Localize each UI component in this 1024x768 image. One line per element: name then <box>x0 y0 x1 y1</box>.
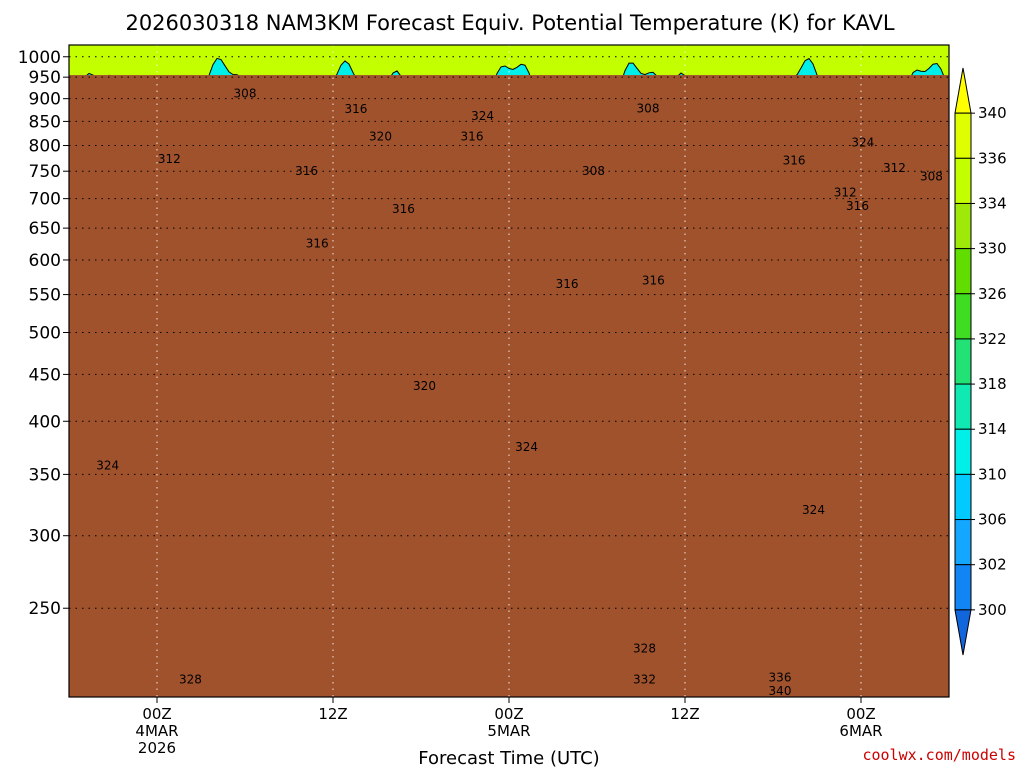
contour-label: 316 <box>556 277 579 291</box>
contour-label: 324 <box>851 136 874 150</box>
contour-label: 308 <box>234 86 257 100</box>
credit-link[interactable]: coolwx.com/models <box>862 746 1016 764</box>
x-axis-ticks: 00Z 4MAR 2026 12Z 00Z 5MAR 12Z 00Z 6MAR <box>135 697 883 757</box>
x-axis-label: Forecast Time (UTC) <box>418 748 599 768</box>
y-tick-label: 800 <box>29 137 61 157</box>
colorbar-segment <box>954 519 972 566</box>
y-tick-label: 850 <box>29 112 61 132</box>
colorbar-segment <box>954 383 972 430</box>
colorbar-segment <box>954 157 972 204</box>
y-tick-label: 550 <box>29 286 61 306</box>
contour-label: 308 <box>637 102 660 116</box>
y-tick-label: 1000 <box>18 48 61 68</box>
colorbar-label: 336 <box>978 149 1007 167</box>
contour-label: 312 <box>834 185 857 199</box>
colorbar-label: 300 <box>978 601 1007 619</box>
colorbar-segment <box>954 248 972 295</box>
terrain-below-surface <box>69 75 949 697</box>
colorbar-label: 322 <box>978 330 1007 348</box>
contour-label: 316 <box>306 237 329 251</box>
colorbar-label: 310 <box>978 465 1007 483</box>
y-tick-label: 350 <box>29 465 61 485</box>
colorbar-segment <box>954 609 972 656</box>
y-tick-label: 250 <box>29 599 61 619</box>
colorbar-label: 330 <box>978 240 1007 258</box>
contour-label: 312 <box>158 152 181 166</box>
x-tick-label: 00Z 6MAR <box>839 705 882 740</box>
colorbar-segment <box>954 112 972 159</box>
colorbar-segment <box>954 564 972 611</box>
colorbar-segment <box>954 293 972 340</box>
contour-label: 324 <box>515 440 538 454</box>
y-tick-label: 900 <box>29 90 61 110</box>
colorbar-label: 306 <box>978 511 1007 529</box>
contour-label: 340 <box>769 684 792 698</box>
y-tick-label: 450 <box>29 365 61 385</box>
y-tick-label: 600 <box>29 251 61 271</box>
contour-label: 312 <box>883 161 906 175</box>
contour-label: 316 <box>461 130 484 144</box>
grid-lines <box>69 45 949 697</box>
colorbar-label: 302 <box>978 556 1007 574</box>
colorbar-segment <box>954 428 972 475</box>
contour-label: 316 <box>295 164 318 178</box>
y-tick-label: 300 <box>29 527 61 547</box>
colorbar-segment <box>954 67 972 114</box>
contour-label: 316 <box>392 202 415 216</box>
colorbar-label: 314 <box>978 420 1007 438</box>
y-tick-label: 400 <box>29 412 61 432</box>
contour-label: 324 <box>471 109 494 123</box>
terrain-fill <box>69 75 949 697</box>
x-tick-label: 00Z 5MAR <box>487 705 530 740</box>
contour-label: 308 <box>920 170 943 184</box>
x-tick-label: 12Z <box>670 705 699 723</box>
contour-label: 316 <box>783 154 806 168</box>
colorbar-segment <box>954 202 972 250</box>
chart-title: 2026030318 NAM3KM Forecast Equiv. Potent… <box>125 11 894 35</box>
colorbar-segment <box>954 473 972 521</box>
x-tick-label: 00Z 4MAR 2026 <box>135 705 178 757</box>
colorbar-label: 326 <box>978 285 1007 303</box>
colorbar-label: 318 <box>978 375 1007 393</box>
contour-label: 320 <box>413 379 436 393</box>
contour-label: 324 <box>96 458 119 472</box>
x-tick-label: 12Z <box>318 705 347 723</box>
contour-label: 336 <box>769 671 792 685</box>
contour-line <box>69 57 949 120</box>
colorbar: 340 336 334 330 326 322 318 314 310 306 302 300 <box>954 67 1007 656</box>
contour-label: 308 <box>582 164 605 178</box>
y-tick-label: 750 <box>29 162 61 182</box>
colorbar-label: 334 <box>978 195 1007 213</box>
contour-label: 328 <box>179 673 202 687</box>
contour-label: 316 <box>846 199 869 213</box>
y-tick-label: 650 <box>29 219 61 239</box>
y-tick-label: 950 <box>29 68 61 88</box>
colorbar-segment <box>954 338 972 385</box>
y-tick-label: 500 <box>29 324 61 344</box>
colorbar-label: 340 <box>978 104 1007 122</box>
contour-label: 316 <box>344 102 367 116</box>
contour-label: 324 <box>802 503 825 517</box>
contour-label: 332 <box>633 673 656 687</box>
contour-label: 320 <box>369 130 392 144</box>
contour-label: 316 <box>642 273 665 287</box>
y-axis-ticks: 2503003504004505005506006507007508008509… <box>18 48 69 619</box>
contour-label: 328 <box>633 641 656 655</box>
y-tick-label: 700 <box>29 190 61 210</box>
